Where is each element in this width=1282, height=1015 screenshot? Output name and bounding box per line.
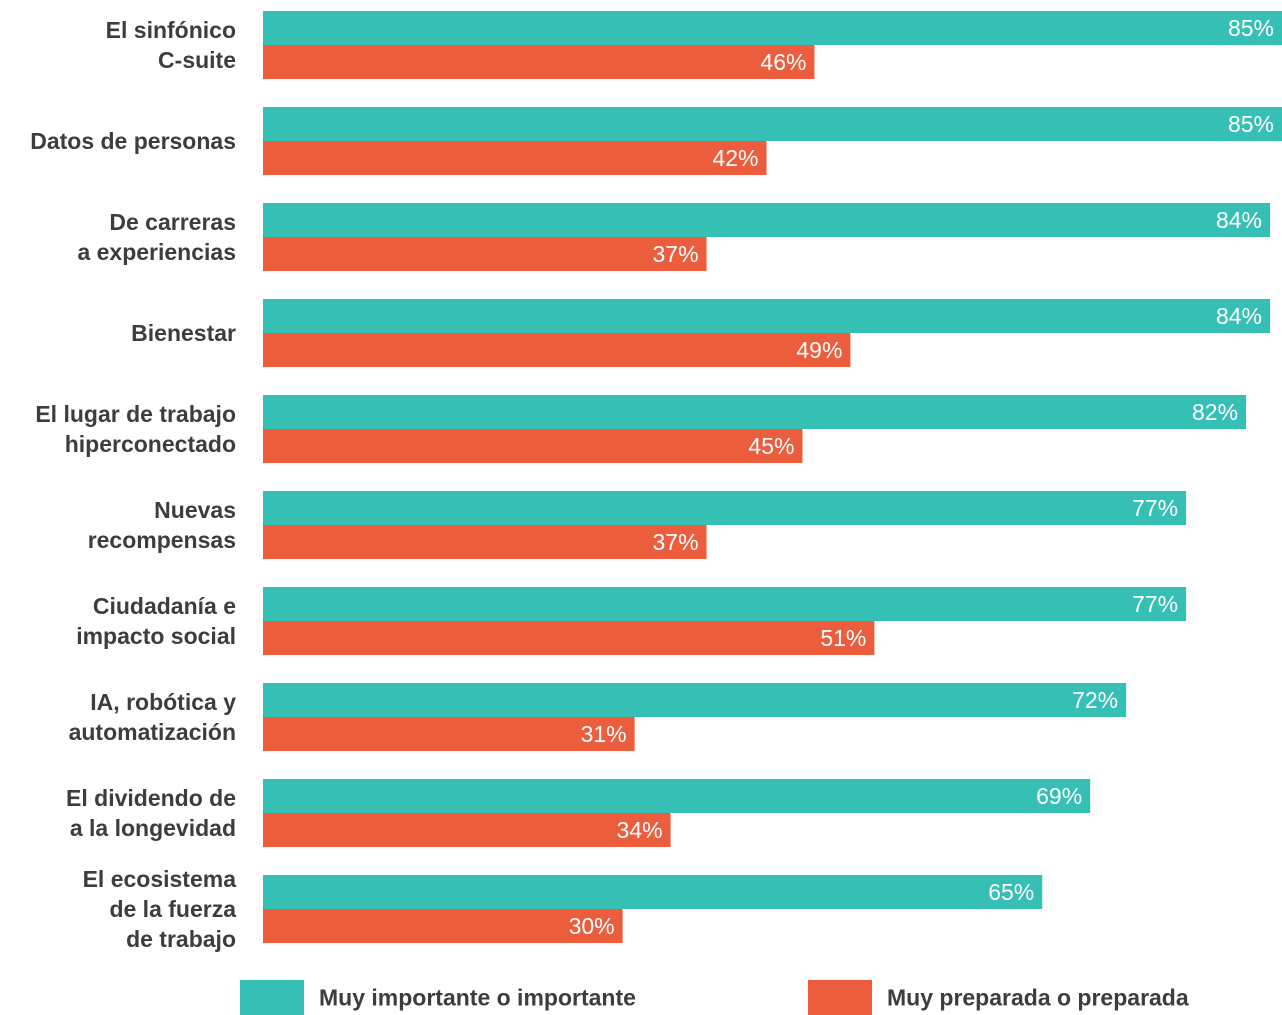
bar-importance-6	[263, 587, 1187, 621]
value-label-readiness-4: 45%	[748, 433, 794, 459]
category-label-1: Datos de personas	[30, 128, 236, 154]
value-label-importance-6: 77%	[1132, 591, 1178, 617]
bar-importance-1	[263, 107, 1282, 141]
bar-importance-4	[263, 395, 1247, 429]
category-label-2: De carreras a experiencias	[77, 209, 236, 265]
category-label-7: IA, robótica y automatización	[69, 689, 237, 745]
category-label-3: Bienestar	[131, 320, 236, 346]
value-label-importance-8: 69%	[1036, 783, 1082, 809]
value-label-importance-3: 84%	[1216, 303, 1262, 329]
category-label-6: Ciudadanía e impacto social	[76, 593, 236, 649]
bar-importance-2	[263, 203, 1271, 237]
bar-readiness-8	[263, 813, 671, 847]
category-label-4: El lugar de trabajo hiperconectado	[35, 401, 236, 457]
bar-readiness-2	[263, 237, 707, 271]
bars-layer: 85% 46% 85% 42% 84% 37% 84% 49% 82% 45% 77% 37% 77% 5…	[263, 11, 1282, 943]
bar-readiness-9	[263, 909, 623, 943]
value-label-readiness-6: 51%	[820, 625, 866, 651]
legend-swatch-1	[808, 980, 872, 1015]
category-label-0: El sinfónico C-suite	[106, 17, 236, 73]
legend-label-0: Muy importante o importante	[319, 985, 636, 1011]
category-labels: El sinfónico C-suite Datos de personas De c…	[30, 17, 236, 952]
value-label-importance-4: 82%	[1192, 399, 1238, 425]
value-label-importance-7: 72%	[1072, 687, 1118, 713]
value-label-readiness-0: 46%	[760, 49, 806, 75]
bar-readiness-7	[263, 717, 635, 751]
value-label-importance-9: 65%	[988, 879, 1034, 905]
bar-readiness-5	[263, 525, 707, 559]
category-label-5: Nuevas recompensas	[88, 497, 236, 553]
bar-importance-7	[263, 683, 1127, 717]
value-label-importance-2: 84%	[1216, 207, 1262, 233]
bar-importance-8	[263, 779, 1091, 813]
bar-importance-0	[263, 11, 1282, 45]
legend-swatch-0	[240, 980, 304, 1015]
value-label-importance-0: 85%	[1228, 15, 1274, 41]
bar-readiness-4	[263, 429, 803, 463]
value-label-importance-5: 77%	[1132, 495, 1178, 521]
bar-importance-9	[263, 875, 1043, 909]
bar-importance-5	[263, 491, 1187, 525]
bar-readiness-0	[263, 45, 815, 79]
category-label-9: El ecosistema de la fuerza de trabajo	[83, 866, 237, 952]
value-label-readiness-8: 34%	[617, 817, 663, 843]
value-label-readiness-1: 42%	[712, 145, 758, 171]
value-label-readiness-2: 37%	[653, 241, 699, 267]
value-label-importance-1: 85%	[1228, 111, 1274, 137]
value-label-readiness-3: 49%	[796, 337, 842, 363]
bar-readiness-6	[263, 621, 875, 655]
value-label-readiness-5: 37%	[653, 529, 699, 555]
bar-importance-3	[263, 299, 1271, 333]
legend-label-1: Muy preparada o preparada	[887, 985, 1189, 1011]
legend: Muy importante o importante Muy preparada…	[240, 980, 1189, 1015]
bar-readiness-1	[263, 141, 767, 175]
category-label-8: El dividendo de a la longevidad	[66, 785, 236, 841]
value-label-readiness-9: 30%	[569, 913, 615, 939]
value-label-readiness-7: 31%	[581, 721, 627, 747]
bar-readiness-3	[263, 333, 851, 367]
